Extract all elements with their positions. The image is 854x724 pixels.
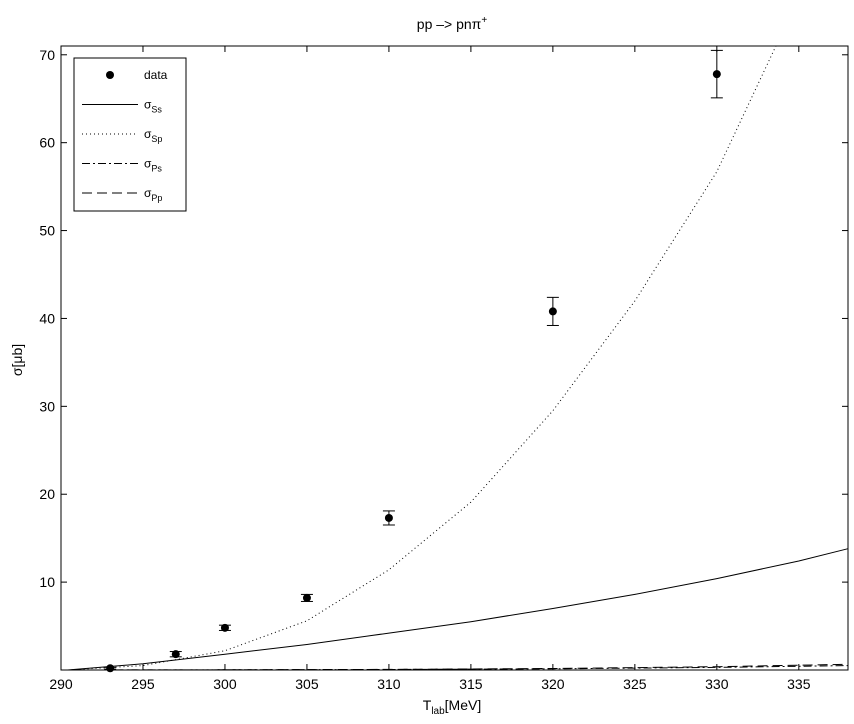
x-tick-label: 300	[213, 676, 237, 692]
x-tick-label: 330	[705, 676, 729, 692]
legend-label-sub: Ss	[151, 105, 162, 115]
data-marker	[106, 664, 115, 673]
y-tick-label: 60	[39, 135, 55, 151]
legend-label-sub: Ps	[151, 164, 162, 174]
data-marker	[302, 593, 311, 602]
data-point	[546, 296, 559, 326]
legend-label-main: σ	[144, 157, 152, 171]
legend-label-main: σ	[144, 127, 152, 141]
data-point	[218, 623, 231, 632]
legend-item-sp: σSp	[82, 127, 162, 144]
x-tick-label: 290	[49, 676, 73, 692]
y-tick-label: 50	[39, 223, 55, 239]
plot-frame	[60, 45, 849, 671]
chart-title-sup: +	[481, 15, 487, 26]
legend-label: σSs	[144, 98, 162, 115]
data-marker	[712, 70, 721, 79]
data-point	[710, 49, 723, 99]
chart-title: pp –> pnπ+	[417, 15, 488, 32]
data-point	[104, 664, 117, 673]
legend-item-ps: σPs	[82, 157, 162, 174]
data-marker	[171, 650, 180, 659]
x-tick-label: 310	[377, 676, 401, 692]
x-tick-label: 325	[623, 676, 647, 692]
x-tick-label: 315	[459, 676, 483, 692]
data-point	[300, 593, 313, 602]
x-axis-label-unit: [MeV]	[445, 697, 482, 713]
legend-label-sub: Sp	[151, 134, 162, 144]
y-tick-label: 70	[39, 47, 55, 63]
legend-item-pp: σPp	[82, 186, 162, 203]
legend-label-main: σ	[144, 186, 152, 200]
data-points	[104, 49, 723, 673]
y-tick-label: 30	[39, 398, 55, 414]
curve-ps	[67, 665, 849, 671]
y-tick-label: 10	[39, 574, 55, 590]
data-marker	[548, 307, 557, 316]
y-tick-label: 40	[39, 310, 55, 326]
data-marker	[384, 513, 393, 522]
x-axis-label: Tlab[MeV]	[423, 697, 482, 717]
data-marker	[220, 623, 229, 632]
chart-title-main: pp –> pnπ	[417, 16, 482, 32]
legend-marker	[106, 71, 114, 79]
legend-item-ss: σSs	[82, 98, 162, 115]
x-axis-label-main: T	[423, 697, 432, 713]
legend-label: σSp	[144, 127, 162, 144]
x-axis-label-sub: lab	[431, 706, 445, 717]
model-curves	[67, 45, 849, 671]
data-point	[169, 650, 182, 659]
x-tick-label: 305	[295, 676, 319, 692]
y-tick-label: 20	[39, 486, 55, 502]
x-tick-label: 320	[541, 676, 565, 692]
legend-item-data: data	[106, 68, 168, 82]
legend-label: data	[144, 68, 168, 82]
axis-ticks: 290 295 300 305 310 315 320 325 330 335 10 20 30 40 50…	[39, 46, 848, 692]
y-axis-label: σ[μb]	[9, 344, 25, 376]
legend-label-main: data	[144, 68, 168, 82]
x-tick-label: 295	[131, 676, 155, 692]
data-point	[382, 510, 395, 526]
legend-label: σPp	[144, 186, 162, 203]
x-tick-label: 335	[787, 676, 811, 692]
curve-ss	[67, 548, 849, 671]
legend-label: σPs	[144, 157, 162, 174]
legend-label-main: σ	[144, 98, 152, 112]
legend-label-sub: Pp	[151, 193, 162, 203]
